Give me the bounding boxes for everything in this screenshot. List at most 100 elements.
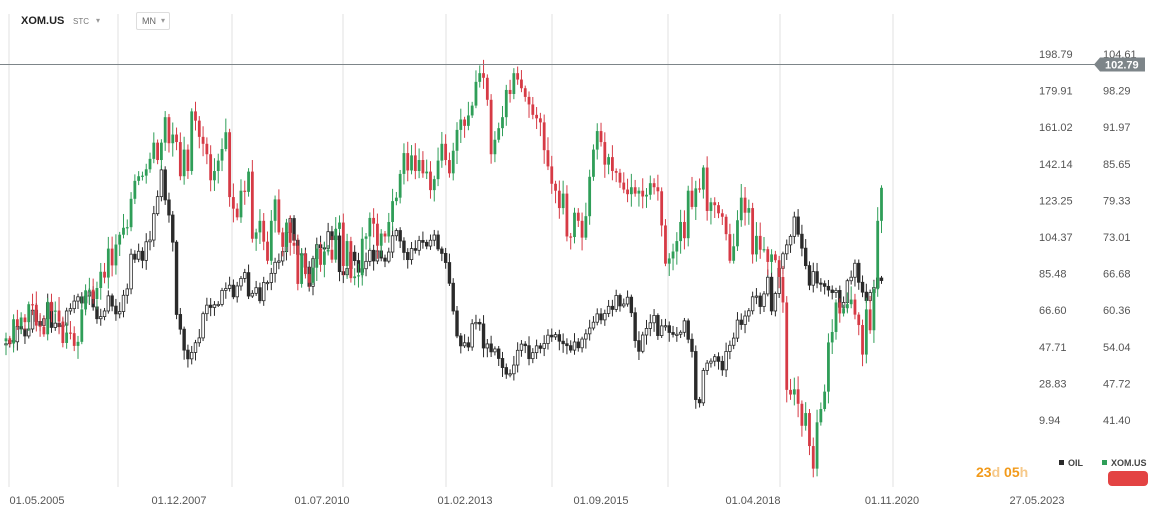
legend-item-xom[interactable]: XOM.US: [1102, 458, 1147, 468]
xom-candle: [766, 246, 770, 276]
xom-candle: [159, 139, 163, 170]
oil-bar: [144, 233, 148, 270]
oil-bar: [417, 235, 421, 256]
xom-candle: [72, 326, 76, 352]
oil-bar: [250, 290, 255, 298]
xom-candle: [69, 321, 72, 340]
xom-candle: [451, 142, 455, 181]
y-tick-label-oil: 104.37: [1039, 232, 1073, 244]
xom-candle: [232, 183, 235, 223]
oil-bar: [409, 241, 414, 265]
xom-candle: [466, 101, 470, 131]
xom-candle: [599, 122, 603, 147]
symbol-selector[interactable]: XOM.US: [21, 15, 65, 27]
xom-candle: [65, 322, 69, 349]
oil-bar: [235, 281, 239, 303]
oil-bar: [133, 250, 137, 263]
xom-candle: [557, 180, 561, 219]
oil-bar: [557, 329, 562, 351]
oil-bar: [246, 264, 251, 300]
xom-candle: [144, 163, 148, 184]
xom-candle: [485, 74, 489, 106]
xom-candle: [857, 312, 861, 336]
oil-bar: [853, 259, 857, 287]
xom-candle: [413, 143, 417, 180]
oil-bar: [644, 319, 649, 345]
legend-item-oil[interactable]: OIL: [1059, 458, 1083, 468]
oil-bar: [262, 276, 266, 306]
x-tick-label: 27.05.2023: [1009, 495, 1064, 507]
oil-bar: [705, 360, 709, 375]
xom-candle: [440, 131, 444, 168]
xom-candle: [205, 137, 209, 165]
xom-candle: [679, 209, 683, 254]
oil-bar: [182, 326, 186, 360]
countdown-hours: 05: [1004, 464, 1020, 480]
xom-candle: [311, 258, 315, 286]
xom-candle: [167, 113, 171, 153]
oil-bar: [656, 313, 660, 340]
xom-candle: [603, 132, 607, 178]
chart-type-chevron-down-icon[interactable]: ▾: [96, 16, 101, 25]
oil-bar: [459, 333, 463, 354]
alert-badge[interactable]: [1108, 471, 1148, 486]
xom-candle: [247, 168, 250, 197]
oil-bar: [258, 282, 262, 304]
xom-candle: [660, 187, 664, 237]
oil-bar: [402, 237, 406, 261]
xom-candle: [235, 203, 239, 221]
oil-bar: [773, 291, 778, 317]
xom-candle: [853, 293, 857, 320]
xom-candle: [53, 301, 57, 323]
oil-bar: [550, 328, 554, 342]
xom-candle: [728, 223, 732, 264]
xom-candle: [182, 136, 186, 185]
xom-candle: [387, 212, 391, 243]
oil-bar: [398, 227, 402, 249]
xom-candle: [561, 180, 565, 215]
xom-candle: [504, 84, 508, 126]
xom-candle: [360, 227, 364, 286]
xom-candle: [19, 312, 23, 335]
xom-candle: [376, 213, 379, 259]
chart-type-selector[interactable]: STC: [73, 17, 89, 26]
xom-candle: [849, 286, 853, 309]
xom-candle: [701, 165, 705, 199]
interval-selector[interactable]: MN ▾: [136, 12, 170, 30]
oil-bar: [277, 253, 281, 270]
oil-bar: [625, 290, 630, 307]
xom-candle: [103, 262, 106, 284]
oil-bar: [254, 280, 258, 296]
oil-bar: [754, 288, 759, 305]
oil-bar: [394, 228, 399, 241]
xom-candle: [95, 281, 99, 310]
oil-bar: [735, 312, 740, 343]
oil-bar: [515, 342, 520, 373]
oil-bar: [239, 275, 243, 291]
current-price-line: 102.79: [0, 57, 1145, 72]
xom-candle: [861, 319, 864, 367]
oil-bar: [815, 262, 819, 289]
xom-candle: [584, 202, 588, 241]
oil-bar: [227, 276, 232, 292]
oil-bar: [826, 279, 831, 297]
oil-bar: [478, 318, 482, 331]
xom-candle: [31, 293, 34, 316]
xom-candle: [664, 219, 667, 267]
oil-bar: [576, 338, 580, 352]
oil-bar: [523, 341, 527, 354]
oil-bar: [580, 336, 584, 353]
xom-candle: [652, 178, 656, 195]
xom-candle: [80, 296, 84, 345]
xom-candle: [315, 243, 319, 281]
oil-bar: [614, 289, 618, 313]
oil-bar: [694, 345, 698, 409]
oil-bar: [489, 335, 493, 357]
oil-bar: [118, 302, 122, 319]
xom-candle: [436, 147, 440, 187]
xom-candle: [50, 293, 53, 323]
y-axis-oil: 198.79 179.91 161.02 142.14 123.25 104.37 85.4…: [1039, 49, 1073, 427]
xom-candle: [516, 66, 520, 85]
oil-bar: [822, 280, 827, 295]
